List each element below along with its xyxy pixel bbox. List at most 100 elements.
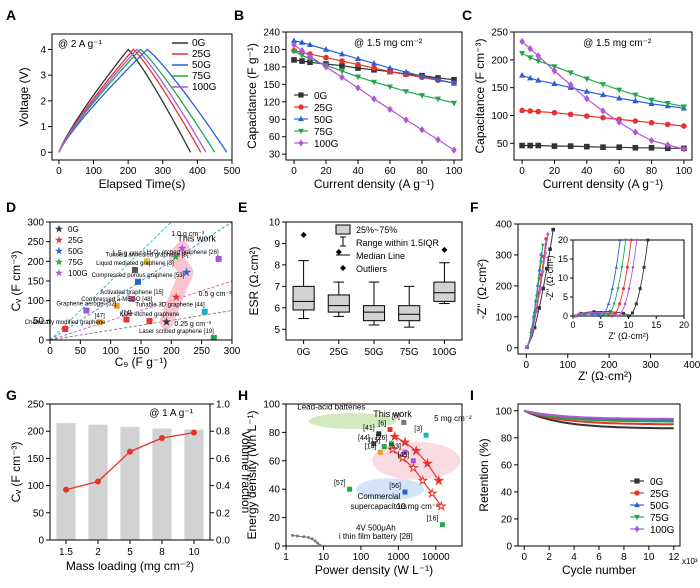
x-tick-label: 300 — [642, 360, 659, 371]
data-point-100G — [525, 344, 529, 350]
reference-point — [96, 319, 103, 326]
y-axis-label: ESR (Ω·cm²) — [247, 247, 261, 316]
data-point-0G — [551, 227, 556, 232]
data-point-50G — [632, 97, 639, 104]
legend-entry-25G: 25G — [68, 236, 83, 245]
y-tick-label: 150 — [491, 83, 508, 94]
data-point-50G — [583, 88, 590, 94]
data-point-0G — [527, 142, 533, 149]
data-point-100G — [546, 231, 550, 237]
box-100G — [433, 281, 456, 302]
data-point-100G — [531, 326, 535, 331]
data-point-75G — [648, 97, 655, 104]
y-tick-label: 60 — [269, 456, 281, 467]
panel-label-E: E — [238, 199, 247, 215]
data-point-100G — [339, 73, 345, 82]
data-point-100G — [632, 128, 639, 136]
x-tick-label: 300 — [224, 346, 241, 357]
reference-label: [45] — [398, 452, 410, 459]
legend-entry-75G: 75G — [650, 513, 669, 524]
data-point-25G — [664, 121, 671, 128]
series-line-100G — [524, 409, 674, 420]
x-tick-label: 6 — [596, 552, 602, 563]
y-tick-label: 210 — [263, 45, 280, 56]
reference-label: [56] — [389, 483, 401, 490]
series-line-25G — [58, 48, 202, 153]
y-axis-label: Retention (%) — [477, 438, 491, 511]
data-point-50G — [616, 94, 623, 101]
legend-entry-25G: 25G — [314, 103, 333, 114]
y-tick-label: 250 — [27, 400, 44, 411]
inset-point-0G — [638, 287, 642, 291]
inset-point-0G — [634, 302, 638, 306]
bar-8 — [152, 428, 172, 540]
y-tick-label: 1 — [40, 122, 46, 133]
inset-point-50G — [596, 312, 601, 316]
reference-label: [41] — [363, 425, 375, 432]
y-tick-label: 8 — [274, 260, 280, 271]
series-line-25G — [523, 409, 674, 426]
legend-entry-25G: 25G — [192, 49, 211, 60]
inset-frame — [572, 239, 685, 317]
reference-point — [381, 444, 387, 450]
legend-entry-0G: 0G — [650, 477, 664, 488]
data-point-100G — [355, 84, 361, 92]
y-tick-label: 60 — [501, 460, 513, 471]
data-point-100G — [600, 107, 606, 115]
y-tick-label: 0 — [274, 542, 280, 553]
data-point-75G — [599, 82, 607, 88]
data-point-50G — [519, 72, 526, 78]
this-work-point — [387, 443, 398, 455]
thin-film-point — [313, 539, 317, 543]
this-work-point — [421, 457, 433, 469]
reference-point — [377, 449, 383, 455]
y-tick-label: 50 — [497, 139, 509, 150]
x-tick-label: 80 — [416, 166, 428, 177]
y-axis-label: Capacitance (F cm⁻³) — [473, 38, 487, 153]
loading-label: 5 mg cm⁻² — [434, 414, 472, 423]
thin-film-label: i thin film battery [28] — [339, 532, 413, 541]
reference-label: Chemically modified graphene — [25, 320, 106, 326]
reference-point — [388, 441, 394, 447]
data-point-0G — [535, 142, 542, 149]
x-axis-label: C₉ (F g⁻¹) — [115, 355, 167, 369]
data-point-0G — [616, 144, 622, 150]
x-tick-label: 0 — [519, 166, 525, 177]
x-tick-label: 40 — [352, 166, 364, 177]
reference-point — [401, 419, 407, 425]
y-tick-label: 200 — [495, 281, 512, 292]
y-tick-label: 3 — [40, 71, 46, 82]
panel-label-H: H — [238, 387, 248, 403]
inset-point-75G — [604, 314, 608, 318]
y-tick-label: 40 — [501, 487, 513, 498]
data-point-75G — [171, 251, 181, 261]
data-point-25G — [323, 54, 329, 61]
data-point-25G — [648, 119, 655, 126]
y-tick-label: 0.6 — [216, 454, 230, 465]
legend-entry-50G: 50G — [650, 501, 669, 512]
panel-label-G: G — [6, 387, 17, 403]
lead-acid-label: Lead-acid batteries — [297, 403, 365, 412]
data-point-50G — [290, 37, 298, 43]
legend-entry-0G: 0G — [314, 91, 328, 102]
data-point-50G — [306, 41, 314, 48]
x-tick-label: 400 — [189, 166, 206, 177]
data-point-75G — [664, 100, 671, 107]
density-line — [50, 310, 232, 340]
x-tick-label: 0 — [521, 552, 527, 563]
x-tick-label: 10 — [188, 547, 200, 558]
data-point-25G — [519, 107, 525, 114]
reference-point — [123, 316, 130, 323]
legend-entry-0G: 0G — [192, 38, 206, 49]
x-tick-label: 200 — [120, 166, 137, 177]
data-point-75G — [583, 76, 590, 83]
this-work-point — [435, 500, 447, 511]
reference-point — [371, 441, 377, 447]
series-line-75G — [523, 409, 674, 423]
x-tick-label: 150 — [133, 346, 150, 357]
y-tick-label: 200 — [27, 257, 44, 268]
x-tick-label: 300 — [154, 166, 171, 177]
data-point-100G — [535, 52, 542, 60]
data-point-100G — [540, 269, 545, 275]
